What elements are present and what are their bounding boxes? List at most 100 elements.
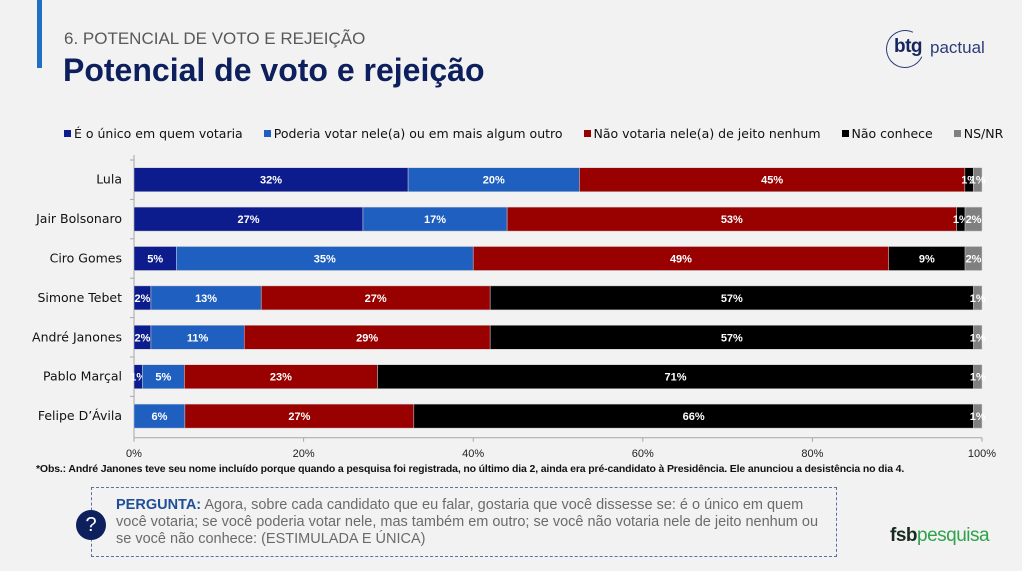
category-label: Pablo Marçal bbox=[43, 369, 122, 384]
bar-segment bbox=[133, 167, 409, 192]
data-label: 27% bbox=[288, 411, 310, 423]
bar-segment bbox=[506, 206, 957, 232]
logo-pactual-text: pactual bbox=[930, 38, 985, 57]
legend-item-nsnr: NS/NR bbox=[953, 126, 1004, 141]
bar-segment bbox=[184, 364, 378, 389]
legend-swatch bbox=[64, 130, 71, 137]
legend-label: Não conhece bbox=[851, 126, 933, 141]
data-label: 9% bbox=[919, 254, 935, 266]
legend-label: Não votaria nele(a) de jeito nenhum bbox=[593, 126, 821, 141]
legend-label: Poderia votar nele(a) ou em mais algum o… bbox=[273, 126, 563, 141]
legend-label: É o único em quem votaria bbox=[74, 126, 243, 141]
legend-swatch bbox=[583, 130, 591, 137]
bar-segment bbox=[973, 325, 983, 350]
data-label: 17% bbox=[424, 214, 446, 226]
chart-legend: É o único em quem votaria Poderia votar … bbox=[64, 126, 1022, 141]
data-label: 29% bbox=[356, 332, 378, 344]
data-label: 11% bbox=[187, 332, 209, 344]
bar-segment bbox=[472, 246, 889, 271]
bar-segment bbox=[489, 285, 974, 311]
bar-segment bbox=[133, 206, 364, 232]
question-mark-icon: ? bbox=[76, 510, 106, 540]
data-label: 66% bbox=[683, 411, 705, 423]
page-title: Potencial de voto e rejeição bbox=[63, 52, 485, 88]
bar-segment bbox=[133, 403, 186, 429]
bar-segment bbox=[142, 364, 185, 389]
data-label: 2% bbox=[966, 254, 982, 266]
data-label: 1% bbox=[970, 332, 986, 344]
bar-segment bbox=[150, 325, 245, 350]
category-label: Ciro Gomes bbox=[50, 251, 122, 266]
x-tick-label: 40% bbox=[462, 448, 484, 460]
data-label: 57% bbox=[721, 332, 743, 344]
legend-swatch bbox=[953, 130, 961, 137]
section-label: 6. POTENCIAL DE VOTO E REJEIÇÃO bbox=[64, 29, 366, 48]
data-label: 53% bbox=[721, 214, 743, 226]
data-label: 35% bbox=[314, 254, 336, 266]
data-label: 1% bbox=[970, 293, 986, 305]
x-tick-label: 100% bbox=[968, 448, 996, 460]
bar-segment bbox=[964, 246, 983, 271]
fsb-pesquisa-logo: fsbpesquisa bbox=[890, 525, 990, 547]
legend-label: NS/NR bbox=[963, 126, 1004, 141]
question-text: PERGUNTA: Agora, sobre cada candidato qu… bbox=[116, 497, 828, 548]
bar-segment bbox=[973, 403, 983, 429]
data-label: 1% bbox=[970, 411, 986, 423]
logo-btg-text: btg bbox=[894, 36, 923, 57]
data-label: 49% bbox=[670, 254, 692, 266]
bar-segment bbox=[413, 403, 974, 429]
legend-item-nao-votaria: Não votaria nele(a) de jeito nenhum bbox=[583, 126, 821, 141]
legend-item-poderia: Poderia votar nele(a) ou em mais algum o… bbox=[263, 126, 563, 141]
bar-segment bbox=[964, 206, 983, 232]
bar-segment bbox=[973, 364, 983, 389]
bar-segment bbox=[260, 285, 491, 311]
data-label: 71% bbox=[665, 372, 687, 384]
bar-segment bbox=[243, 325, 491, 350]
x-tick-label: 80% bbox=[801, 448, 823, 460]
data-label: 2% bbox=[135, 293, 151, 305]
legend-swatch bbox=[263, 130, 271, 137]
accent-bar bbox=[37, 0, 42, 68]
bar-segment bbox=[150, 285, 262, 311]
category-label: André Janones bbox=[32, 329, 122, 344]
data-label: 20% bbox=[483, 175, 505, 187]
data-label: 23% bbox=[270, 372, 292, 384]
data-label: 2% bbox=[966, 214, 982, 226]
footnote: *Obs.: André Janones teve seu nome inclu… bbox=[36, 463, 905, 475]
bar-segment bbox=[362, 206, 508, 232]
bar-segment bbox=[973, 167, 983, 192]
data-label: 45% bbox=[761, 175, 783, 187]
bar-segment bbox=[407, 167, 580, 192]
logo-pesquisa-text: pesquisa bbox=[917, 525, 990, 546]
data-label: 27% bbox=[365, 293, 387, 305]
category-label: Felipe D’Ávila bbox=[38, 408, 122, 423]
x-tick-label: 60% bbox=[632, 448, 654, 460]
legend-swatch bbox=[841, 130, 849, 137]
legend-item-unico: É o único em quem votaria bbox=[64, 126, 243, 141]
legend-item-nao-conhece: Não conhece bbox=[841, 126, 933, 141]
data-label: 5% bbox=[155, 372, 171, 384]
data-label: 6% bbox=[151, 411, 167, 423]
data-label: 2% bbox=[135, 332, 151, 344]
bar-segment bbox=[888, 246, 966, 271]
question-label: PERGUNTA: bbox=[116, 497, 202, 513]
category-label: Simone Tebet bbox=[37, 290, 122, 305]
x-tick-label: 20% bbox=[293, 448, 315, 460]
data-label: 27% bbox=[237, 214, 259, 226]
data-label: 13% bbox=[195, 293, 217, 305]
question-body: Agora, sobre cada candidato que eu falar… bbox=[116, 497, 819, 547]
category-label: Lula bbox=[96, 172, 122, 187]
logo-fsb-text: fsb bbox=[890, 525, 918, 546]
x-tick-label: 0% bbox=[126, 448, 142, 460]
data-label: 1% bbox=[970, 372, 986, 384]
data-label: 32% bbox=[260, 175, 282, 187]
bar-segment bbox=[176, 246, 474, 271]
data-label: 57% bbox=[721, 293, 743, 305]
stacked-bar-chart: Lula 32% 20% 45% 1% 1% Jair Bolsonaro 27% 17% 53%… bbox=[32, 155, 996, 460]
bar-segment bbox=[489, 325, 974, 350]
bar-segment bbox=[377, 364, 974, 389]
category-label: Jair Bolsonaro bbox=[35, 211, 122, 226]
data-label: 5% bbox=[147, 254, 163, 266]
bar-segment bbox=[973, 285, 983, 311]
data-label: 1% bbox=[970, 175, 986, 187]
